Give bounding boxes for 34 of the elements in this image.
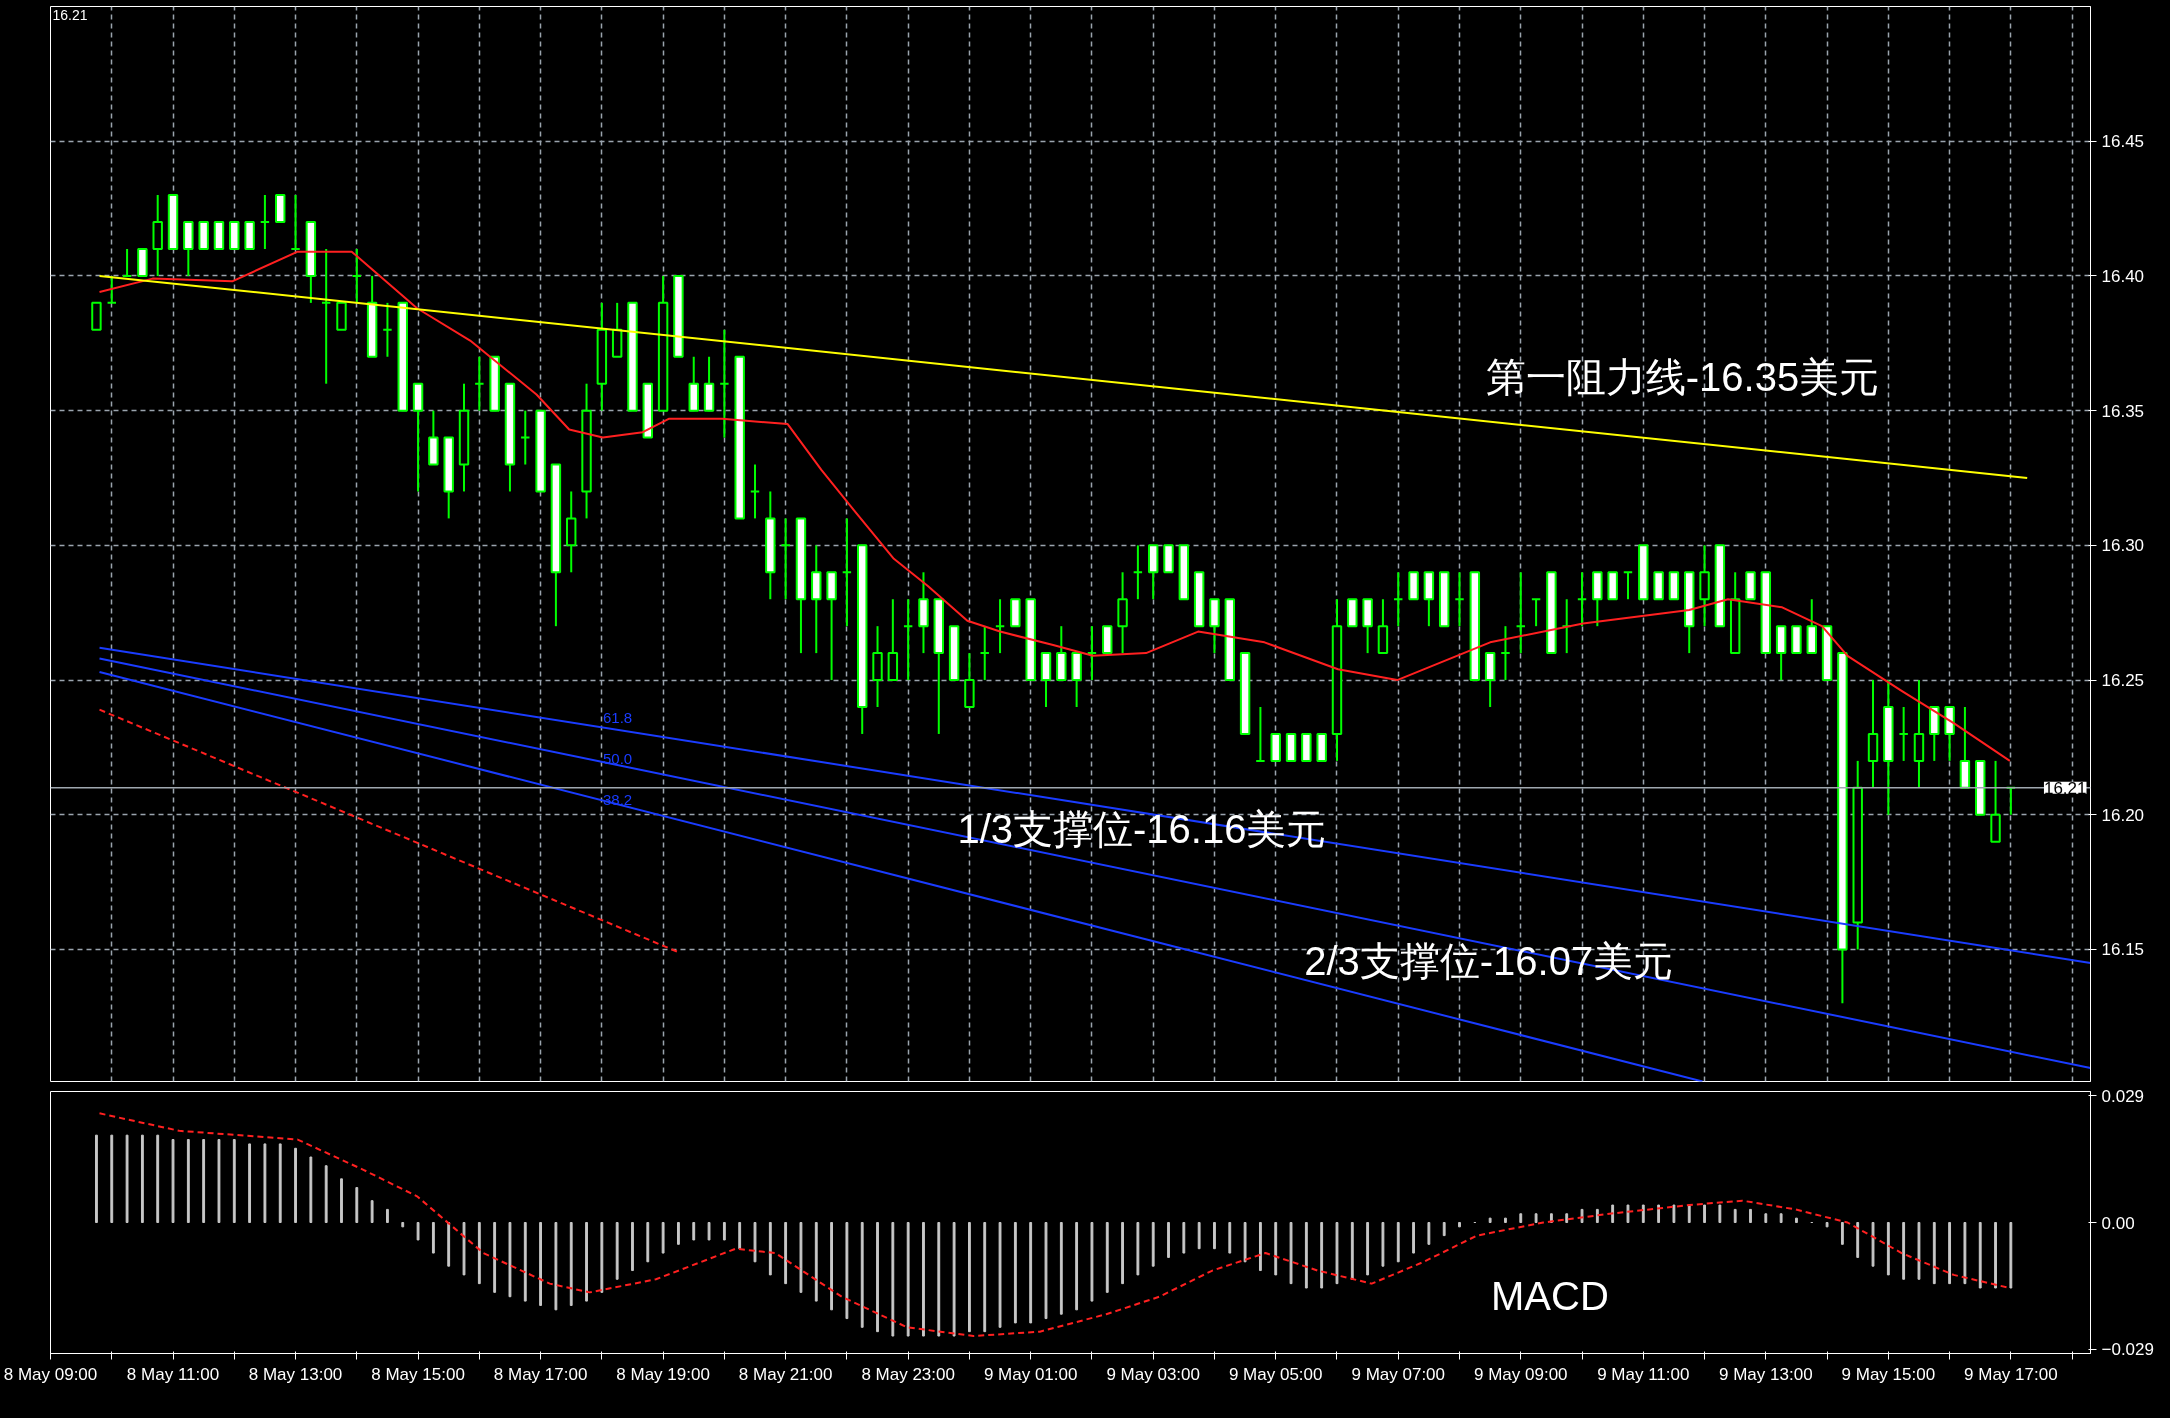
x-tick-label: 8 May 15:00 (371, 1364, 465, 1384)
x-tick-label: 9 May 17:00 (1964, 1364, 2058, 1384)
x-tick-label: 8 May 19:00 (616, 1364, 710, 1384)
y-tick-label: 16.25 (2101, 671, 2145, 691)
x-tick-label: 9 May 03:00 (1106, 1364, 1200, 1384)
x-tick-label: 9 May 13:00 (1719, 1364, 1813, 1384)
y-tick-label: 16.35 (2101, 401, 2145, 421)
annotation: 38.2 (603, 790, 633, 808)
x-tick-label: 8 May 11:00 (126, 1364, 220, 1384)
annotation: 50.0 (603, 750, 633, 767)
annotation: 16.21 (52, 6, 88, 23)
x-tick-label: 8 May 23:00 (861, 1364, 955, 1384)
x-tick-label: 9 May 05:00 (1228, 1364, 1323, 1384)
x-tick-label: 9 May 01:00 (983, 1364, 1078, 1384)
annotation: 61.8 (603, 709, 633, 727)
x-tick-label: 8 May 09:00 (3, 1364, 98, 1384)
annotation: MACD (1491, 1273, 1609, 1318)
y-tick-label: 16.15 (2101, 940, 2145, 960)
y-tick-label: 16.45 (2101, 132, 2145, 152)
x-tick-label: 9 May 15:00 (1841, 1364, 1936, 1384)
ref-line-label: 16.21 (2043, 778, 2087, 798)
x-tick-label: 9 May 07:00 (1351, 1364, 1446, 1384)
y-tick-label: −0.029 (2101, 1340, 2154, 1360)
x-tick-label: 8 May 17:00 (493, 1364, 588, 1384)
y-tick-label: 16.30 (2101, 536, 2145, 556)
y-tick-label: 16.20 (2101, 805, 2145, 825)
y-tick-label: 0.00 (2101, 1213, 2135, 1233)
x-tick-label: 8 May 13:00 (248, 1364, 343, 1384)
y-tick-label: 16.40 (2101, 266, 2145, 286)
y-tick-label: 0.029 (2101, 1086, 2145, 1106)
x-tick-label: 9 May 11:00 (1597, 1364, 1690, 1384)
x-tick-label: 9 May 09:00 (1473, 1364, 1568, 1384)
x-tick-label: 8 May 21:00 (738, 1364, 833, 1384)
annotation: 第一阻力线-16.35美元 (1485, 355, 1880, 400)
